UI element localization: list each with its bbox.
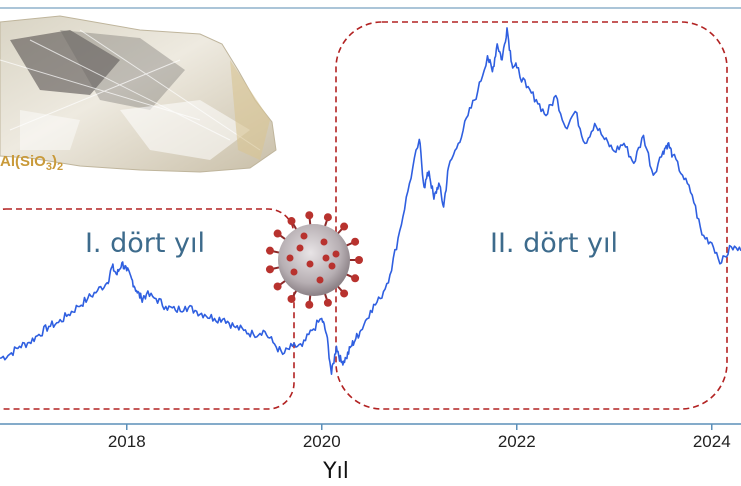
second-period-label: II. dört yıl [490,228,618,259]
coronavirus-icon [265,211,363,309]
second-period-box [335,21,728,410]
mineral-crystal-image: Al(SiO3)2 [0,15,277,173]
price-line-series [0,27,741,376]
x-tick-label: 2024 [693,432,731,451]
x-axis-ticks: 2018 2020 2022 2024 [108,424,731,451]
x-tick-label: 2018 [108,432,146,451]
x-tick-label: 2020 [303,432,341,451]
x-tick-label: 2022 [498,432,536,451]
first-period-label: I. dört yıl [85,228,205,259]
x-axis-title: Yıl [322,459,349,484]
first-period-box [0,208,295,410]
mineral-formula: Al(SiO3)2 [0,153,63,173]
